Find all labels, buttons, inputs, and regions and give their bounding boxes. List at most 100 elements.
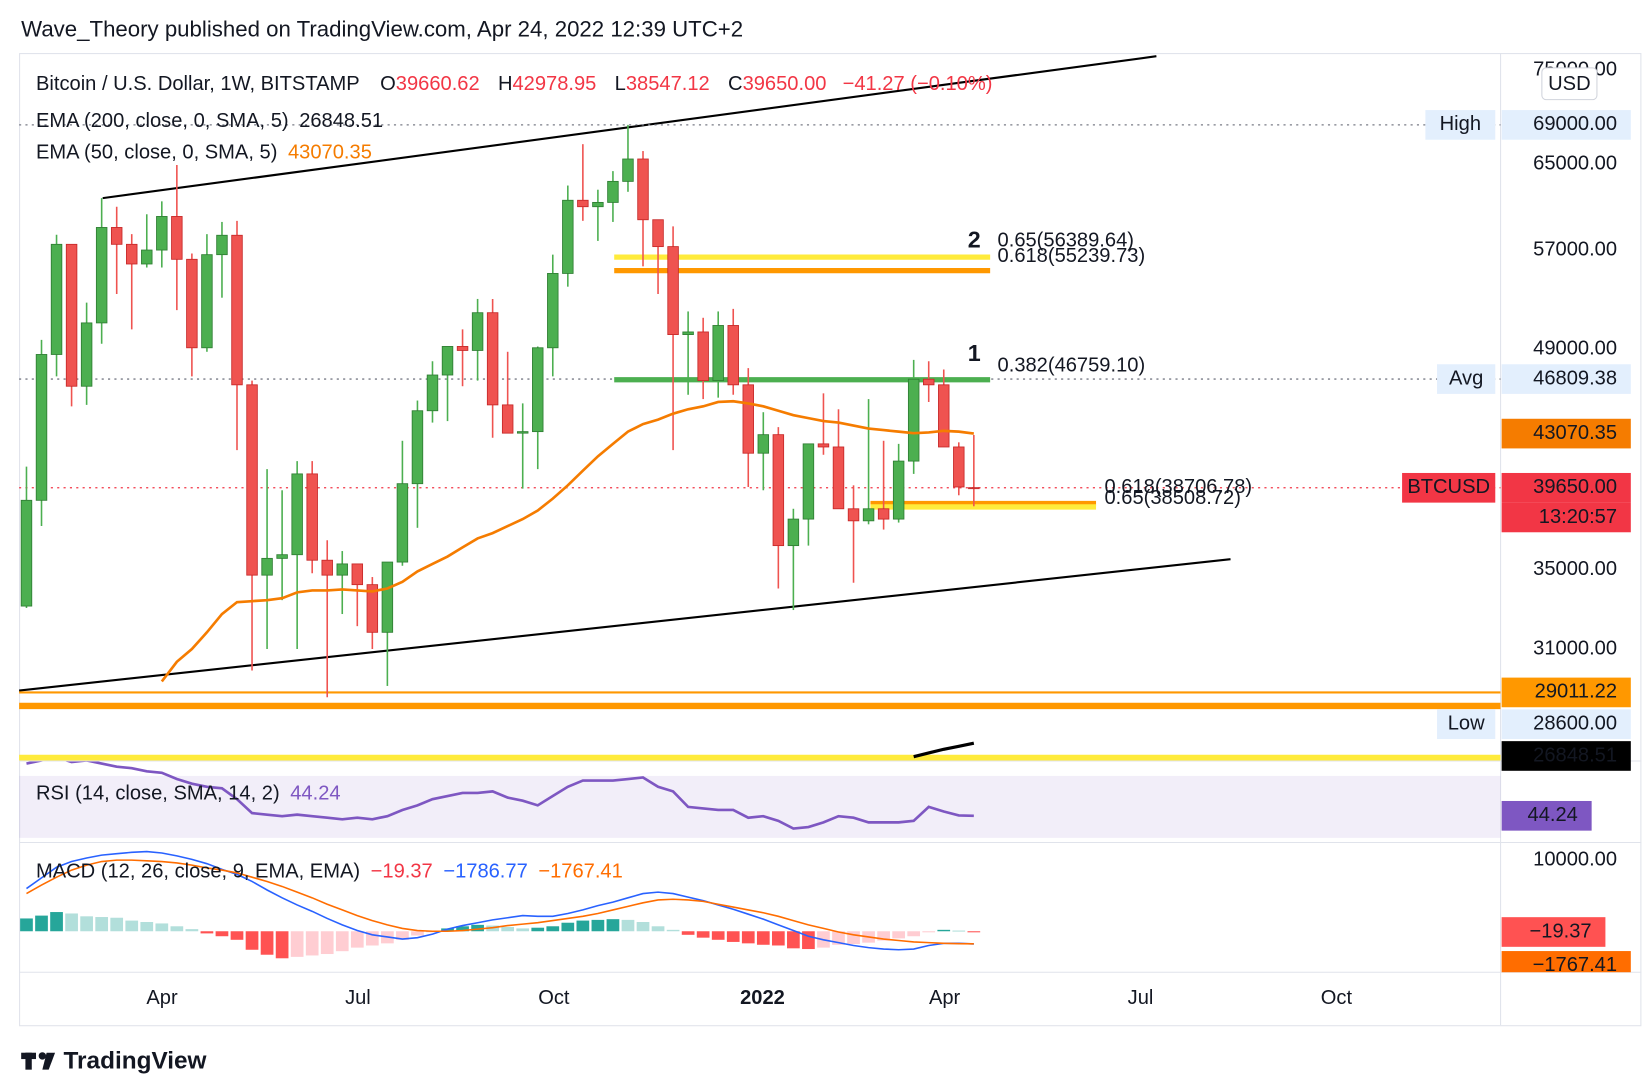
candle-body (501, 404, 514, 434)
price-name: Low (1448, 713, 1485, 735)
price-name-box (1437, 364, 1496, 394)
candle-body (787, 518, 800, 547)
ema200-label: EMA (200, close, 0, SMA, 5) (36, 110, 289, 132)
macd-hist-bar (952, 930, 966, 932)
macd-hist-bar (967, 931, 981, 933)
rsi-legend: RSI (14, close, SMA, 14, 2) 44.24 (36, 783, 341, 805)
price-label-box (1501, 364, 1631, 394)
currency-button[interactable] (1541, 67, 1598, 101)
macd-hist-bar (546, 926, 560, 932)
ohlc-key: H (498, 73, 513, 95)
hist-label-box (1501, 917, 1606, 947)
ohlc-value: 38547.12 (626, 73, 710, 95)
candle-body (742, 384, 754, 454)
candle-body (396, 483, 409, 563)
candle-body (562, 199, 574, 274)
macd-hist-bar (320, 931, 334, 955)
signal-axis-label: −1767.41 (1533, 954, 1617, 976)
countdown-box (1501, 502, 1631, 533)
candle-body (156, 216, 168, 251)
macd-hist-bar (110, 917, 124, 932)
x-tick-label: 2022 (740, 987, 785, 1009)
candle-body (757, 434, 770, 454)
macd-hist-bar (606, 919, 620, 932)
macd-hist-bar (50, 912, 63, 932)
candle-body (682, 331, 694, 335)
candle-body (968, 487, 980, 490)
ema50-label: EMA (50, close, 0, SMA, 5) (36, 142, 277, 164)
symbol-legend: Bitcoin / U.S. Dollar, 1W, BITSTAMP O396… (36, 73, 992, 95)
candle-body (892, 460, 905, 520)
price-label: 39650.00 (1533, 476, 1617, 498)
candle-body (95, 227, 108, 324)
candle-body (727, 325, 739, 386)
hist-axis-label: −19.37 (1530, 920, 1592, 942)
candle-body (231, 234, 243, 386)
change: −41.27 (−0.10%) (843, 73, 993, 95)
macd-hist-bar (922, 931, 936, 933)
macd-hist-bar (591, 919, 605, 932)
macd-hist-bar (290, 931, 304, 957)
trend-line (102, 55, 1157, 200)
candle-body (697, 331, 709, 382)
macd-hist-bar (125, 920, 139, 932)
macd-hist-bar (215, 931, 229, 937)
fib-label: 0.65(56389.64) (998, 230, 1134, 252)
tv-logo (21, 1052, 56, 1070)
macd-hist-bar (95, 917, 109, 932)
candle-body (321, 559, 333, 576)
ohlc-value: 39650.00 (743, 73, 827, 95)
candle-body (802, 443, 815, 520)
macd-hist-bar (350, 931, 364, 948)
candle-body (832, 446, 845, 510)
price-label: 69000.00 (1533, 113, 1617, 135)
macd-hist-bar (396, 931, 409, 940)
price-name: BTCUSD (1407, 476, 1490, 498)
candle-body (637, 158, 649, 221)
x-tick-label: Apr (929, 987, 961, 1009)
countdown: 13:20:57 (1539, 506, 1617, 528)
macd-hist-bar (636, 922, 650, 932)
candle-body (50, 243, 63, 355)
macd-hist-bar (771, 931, 785, 946)
wave-label: 2 (968, 227, 981, 253)
candle-body (456, 346, 469, 351)
ema50-line (160, 399, 975, 683)
candle-body (712, 325, 724, 382)
price-label-box (1501, 110, 1631, 140)
rsi-value: 44.24 (290, 783, 340, 805)
x-tick-label: Jul (1128, 987, 1154, 1009)
price-label-box (1501, 677, 1631, 708)
y-tick-label: 35000.00 (1533, 558, 1617, 580)
macd-legend: MACD (12, 26, close, 9, EMA, EMA) −19.37−… (36, 861, 623, 883)
candle-body (110, 227, 123, 245)
x-tick-label: Oct (1321, 987, 1353, 1009)
macd-hist-bar (200, 931, 214, 934)
candle-body (20, 499, 33, 607)
rsi-label: RSI (14, close, SMA, 14, 2) (36, 783, 280, 805)
candle-body (592, 201, 604, 208)
candle-body (907, 378, 920, 462)
macd-hist-bar (651, 926, 665, 932)
candle-body (186, 258, 198, 349)
macd-hist-bar (155, 923, 169, 932)
wave-label: 1 (968, 340, 981, 366)
macd-hist-bar (411, 931, 424, 936)
ohlc-key: C (728, 73, 743, 95)
price-name: Avg (1449, 367, 1483, 389)
candle-body (35, 354, 48, 501)
candle-body (291, 473, 303, 556)
candle-body (471, 312, 484, 351)
ema200-value: 26848.51 (299, 110, 383, 132)
candle-body (216, 234, 228, 256)
macd-hist-bar (501, 926, 515, 932)
macd-label: MACD (12, 26, close, 9, EMA, EMA) (36, 861, 360, 883)
macd-hist-bar (516, 928, 530, 932)
candle-body (141, 249, 153, 265)
fib-label: 0.618(38706.78) (1105, 476, 1253, 498)
rsi-band (19, 775, 1501, 838)
candle-body (862, 508, 875, 522)
candle-body (366, 584, 379, 633)
macd-hist-bar (531, 927, 545, 932)
